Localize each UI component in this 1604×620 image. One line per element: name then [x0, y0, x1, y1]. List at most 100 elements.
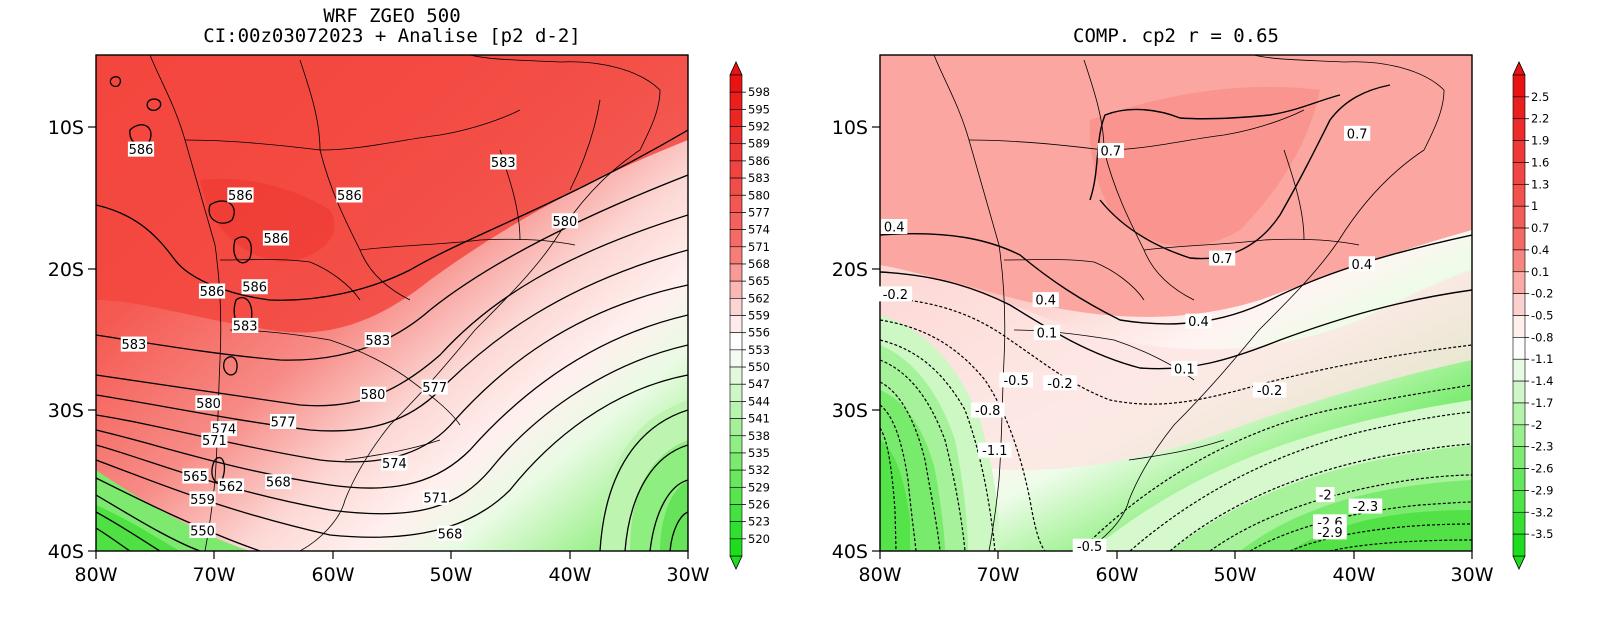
- colorbar-label: 574: [748, 223, 770, 237]
- colorbar-swatch: [1512, 249, 1526, 273]
- contour-label: -0.2: [1257, 384, 1282, 399]
- contour-label: 0.4: [1352, 258, 1373, 273]
- colorbar-label: 541: [748, 412, 770, 426]
- colorbar-swatch: [729, 280, 743, 299]
- colorbar-swatch: [729, 435, 743, 454]
- left-lat-tick-labels: 10S 20S 30S 40S: [48, 117, 84, 563]
- colorbar-swatch: [729, 452, 743, 471]
- contour-label: 559: [190, 493, 215, 508]
- contour-label-bg: [265, 474, 292, 490]
- contour-label-bg: [1097, 143, 1124, 159]
- contour-label-bg: [217, 478, 245, 494]
- colorbar-bottom-arrow: [729, 555, 743, 570]
- colorbar-swatch: [1512, 118, 1526, 141]
- contour-label: -0.2: [883, 288, 908, 303]
- colorbar-swatch: [729, 229, 743, 248]
- colorbar-swatch: [729, 418, 743, 437]
- left-lon-tick: 40W: [549, 564, 592, 586]
- colorbar-label: -0.8: [1531, 330, 1553, 344]
- contour-label-bg: [978, 442, 1012, 458]
- contour-label-bg: [1209, 250, 1236, 266]
- colorbar-swatch: [729, 126, 743, 145]
- contour-label-bg: [364, 332, 391, 348]
- colorbar-swatch: [1512, 271, 1526, 294]
- contour-label-bg: [1348, 256, 1375, 272]
- colorbar-top-arrow: [729, 61, 743, 76]
- contour-label: 0.7: [1101, 145, 1122, 160]
- contour-label-bg: [1033, 325, 1061, 341]
- left-colorbar: 598 595 592 589 586 583 580 577 574 571 568 565 562 5…: [729, 61, 770, 570]
- contour-label: -2.3: [1353, 500, 1378, 515]
- colorbar-swatch: [729, 160, 743, 179]
- contour-label: -0.2: [1047, 377, 1072, 392]
- colorbar-label: -3.5: [1531, 527, 1553, 541]
- left-lon-tick: 30W: [667, 564, 710, 586]
- colorbar-label: 0.1: [1531, 265, 1549, 279]
- colorbar-swatch: [1512, 533, 1526, 557]
- colorbar-swatch: [729, 538, 743, 557]
- colorbar-label: 523: [748, 515, 770, 529]
- colorbar-label: 544: [748, 394, 770, 408]
- colorbar-label: -2.6: [1531, 462, 1553, 476]
- contour-label-bg: [1315, 487, 1335, 503]
- left-lon-tick: 50W: [430, 564, 473, 586]
- colorbar-swatch: [729, 401, 743, 419]
- contour-label-bg: [232, 317, 259, 333]
- colorbar-swatch: [729, 212, 743, 230]
- colorbar-label: 583: [748, 171, 770, 185]
- contour-label: -0.8: [975, 404, 1000, 419]
- colorbar-label: 1.6: [1531, 155, 1549, 169]
- contour-label: 0.1: [1174, 362, 1195, 377]
- colorbar-label: 520: [748, 532, 770, 546]
- colorbar-label: -0.5: [1531, 309, 1553, 323]
- colorbar-label: 547: [748, 377, 770, 391]
- colorbar-label: 0.4: [1531, 243, 1549, 257]
- colorbar-label: -0.2: [1531, 287, 1553, 301]
- colorbar-swatch: [1512, 511, 1526, 535]
- colorbar-swatch: [729, 298, 743, 316]
- colorbar-swatch: [1512, 446, 1526, 469]
- contour-label-bg: [381, 455, 408, 471]
- contour-label-bg: [490, 154, 517, 170]
- contour-label: 586: [242, 281, 267, 296]
- contour-label-bg: [1252, 382, 1287, 398]
- contour-label: 580: [196, 397, 221, 412]
- colorbar-swatch: [1512, 424, 1526, 447]
- left-lon-tick: 70W: [193, 564, 236, 586]
- contour-label-bg: [262, 230, 290, 246]
- right-lat-tick: 20S: [832, 259, 868, 281]
- contour-label-bg: [120, 336, 147, 352]
- colorbar-label: 559: [748, 309, 770, 323]
- left-map-frame: [95, 54, 689, 552]
- colorbar-swatch: [729, 332, 743, 351]
- colorbar-label: -1.1: [1531, 352, 1553, 366]
- contour-label: 586: [337, 189, 362, 204]
- contour-label: 586: [264, 232, 289, 247]
- colorbar-swatch: [729, 74, 743, 93]
- contour-label: 577: [422, 381, 447, 396]
- contour-label: 583: [491, 156, 516, 171]
- colorbar-swatch: [729, 366, 743, 385]
- colorbar-label: 550: [748, 360, 770, 374]
- colorbar-label: 592: [748, 120, 770, 134]
- contour-label-bg: [127, 141, 155, 157]
- colorbar-label: -1.4: [1531, 374, 1553, 388]
- colorbar-swatch: [1512, 337, 1526, 360]
- colorbar-label: 532: [748, 463, 770, 477]
- colorbar-swatch: [1512, 227, 1526, 251]
- contour-label-bg: [436, 525, 464, 541]
- colorbar-swatch: [729, 315, 743, 333]
- colorbar-swatch: [1512, 184, 1526, 207]
- colorbar-label: 562: [748, 291, 770, 305]
- contour-label-bg: [421, 379, 448, 395]
- colorbar-label: 2.5: [1531, 90, 1549, 104]
- colorbar-swatch: [1512, 162, 1526, 185]
- contour-label-bg: [551, 213, 578, 229]
- contour-label: 586: [200, 285, 225, 300]
- contour-label: 574: [382, 457, 407, 472]
- contour-label-bg: [359, 386, 387, 402]
- left-lat-tick: 40S: [48, 541, 84, 563]
- right-lat-tick: 10S: [832, 117, 868, 139]
- contour-label: 0.4: [884, 221, 905, 236]
